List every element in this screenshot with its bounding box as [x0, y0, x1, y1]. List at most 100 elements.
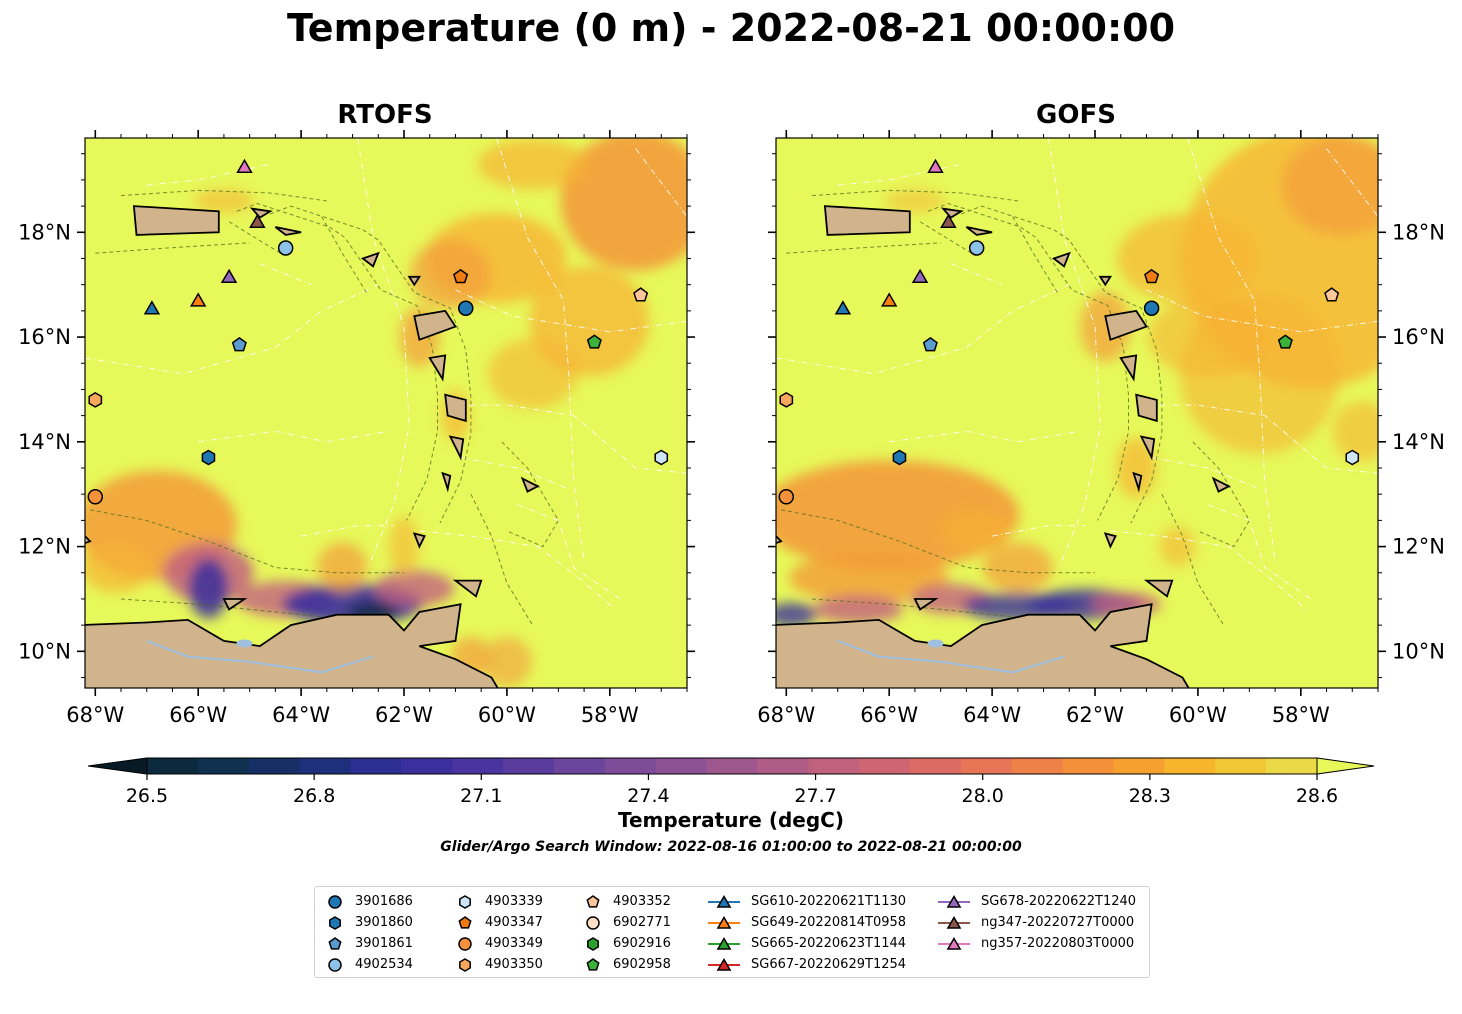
- lon-tick-label: 60°W: [1169, 703, 1227, 727]
- legend-triangle-icon: [946, 895, 962, 908]
- legend-symbol: [708, 895, 740, 908]
- island: [1211, 476, 1231, 493]
- colorbar-bin: [960, 758, 1013, 774]
- colorbar-bin: [452, 758, 504, 774]
- island: [1051, 251, 1071, 268]
- legend-symbol: [586, 916, 600, 930]
- legend-hexagon-icon: [587, 937, 599, 951]
- map-title-rtofs: RTOFS: [337, 100, 433, 130]
- legend-symbol: [708, 916, 740, 929]
- river: [146, 639, 374, 674]
- lagoon: [236, 639, 253, 648]
- colorbar-tick-label: 27.4: [627, 785, 669, 807]
- lon-tick-label: 64°W: [272, 703, 330, 727]
- colorbar-over-arrow: [1316, 757, 1375, 775]
- colorbar-under-arrow: [87, 757, 148, 775]
- legend-label: SG665-20220623T1144: [751, 936, 907, 951]
- island: [1135, 393, 1158, 423]
- southern-temperature-field: [776, 460, 1161, 627]
- colorbar-tick-label: 27.1: [460, 785, 502, 807]
- colorbar-bin: [503, 758, 555, 774]
- colorbar: 26.5 26.8 27.1 27.4 27.7 28.0 28.3 28.6: [87, 757, 1375, 807]
- observation-markers: [778, 158, 1360, 505]
- colorbar-tick-label: 28.6: [1296, 785, 1338, 807]
- legend-triangle-icon: [716, 916, 732, 929]
- legend-hexagon-icon: [329, 916, 341, 930]
- legend-symbol: [328, 895, 342, 909]
- island: [249, 207, 273, 219]
- legend-symbol: [587, 937, 599, 951]
- legend-label: 6902771: [613, 915, 671, 930]
- legend-symbol: [459, 895, 471, 909]
- legend-label: SG649-20220814T0958: [751, 915, 907, 930]
- colorbar-bin: [910, 758, 962, 774]
- legend-symbol: [708, 958, 740, 971]
- colorbar-bin: [248, 758, 301, 774]
- legend-label: 6902958: [613, 957, 671, 972]
- float-marker-3901686: [458, 300, 474, 316]
- south-america-coast: [85, 603, 499, 688]
- float-marker-3901861: [231, 336, 247, 352]
- island: [132, 205, 220, 236]
- legend-label: ng357-20220803T0000: [981, 936, 1135, 951]
- island: [913, 598, 939, 611]
- legend-symbol: [938, 937, 970, 950]
- legend-symbol: [938, 916, 970, 929]
- legend-pentagon-icon: [458, 916, 472, 929]
- legend-triangle-icon: [716, 895, 732, 908]
- legend-label: 4902534: [355, 957, 413, 972]
- legend-symbol: [708, 937, 740, 950]
- colorbar-bin: [1215, 758, 1267, 774]
- glider-marker-SG610-20220621T1130: [143, 300, 161, 315]
- colorbar-bin: [655, 758, 708, 774]
- search-window-text: Glider/Argo Search Window: 2022-08-16 01…: [440, 839, 1022, 855]
- island: [274, 226, 302, 236]
- island: [444, 393, 467, 423]
- colorbar-bin: [197, 758, 250, 774]
- colorbar-bin: [147, 758, 199, 774]
- legend-hexagon-icon: [459, 958, 471, 972]
- lat-tick-label: 12°N: [18, 535, 71, 559]
- float-marker-4903352: [1324, 287, 1340, 302]
- lon-tick-label: 68°W: [66, 703, 124, 727]
- colorbar-tick-label: 27.7: [794, 785, 836, 807]
- colorbar-bin: [706, 758, 758, 774]
- island: [1132, 471, 1143, 493]
- lon-tick-label: 58°W: [581, 703, 639, 727]
- colorbar-bin: [553, 758, 606, 774]
- glider-marker-SG649-20220814T0958: [881, 292, 898, 307]
- island: [452, 579, 483, 598]
- lat-tick-label: 18°N: [18, 220, 71, 244]
- land-masses: [85, 205, 540, 688]
- island: [1104, 309, 1148, 341]
- island: [1098, 275, 1113, 287]
- legend-symbol: [328, 937, 342, 950]
- legend-triangle-icon: [716, 958, 732, 971]
- island: [1139, 435, 1156, 461]
- colorbar-bin: [350, 758, 402, 774]
- legend-triangle-icon: [716, 937, 732, 950]
- map-panel-rtofs: 68°W 66°W 64°W 62°W 60°W 58°W 10°N 12°N 14°N 16°N…: [18, 130, 695, 727]
- legend-symbol: [458, 937, 472, 951]
- lon-tick-label: 64°W: [963, 703, 1021, 727]
- legend-circle-icon: [458, 937, 472, 951]
- glider-marker-ng357-20220803T0000: [236, 158, 253, 174]
- legend-label: SG610-20220621T1130: [751, 894, 907, 909]
- lon-tick-label: 60°W: [478, 703, 536, 727]
- glider-marker-ng347-20220727T0000: [249, 213, 266, 229]
- river: [837, 639, 1065, 674]
- map-frame: [84, 137, 688, 689]
- legend-triangle-icon: [946, 916, 962, 929]
- colorbar-bin: [1062, 758, 1115, 774]
- legend-label: 4903350: [485, 957, 543, 972]
- legend-label: 3901686: [355, 894, 413, 909]
- float-marker-4903347: [453, 268, 469, 284]
- float-marker-6902958: [1277, 334, 1293, 349]
- south-america-coast: [776, 603, 1190, 688]
- lat-tick-label: 16°N: [1392, 325, 1445, 349]
- lat-tick-label: 16°N: [18, 325, 71, 349]
- glider-marker-SG678-20220622T1240: [911, 268, 929, 284]
- float-marker-4902534: [277, 240, 294, 256]
- island: [1103, 532, 1117, 549]
